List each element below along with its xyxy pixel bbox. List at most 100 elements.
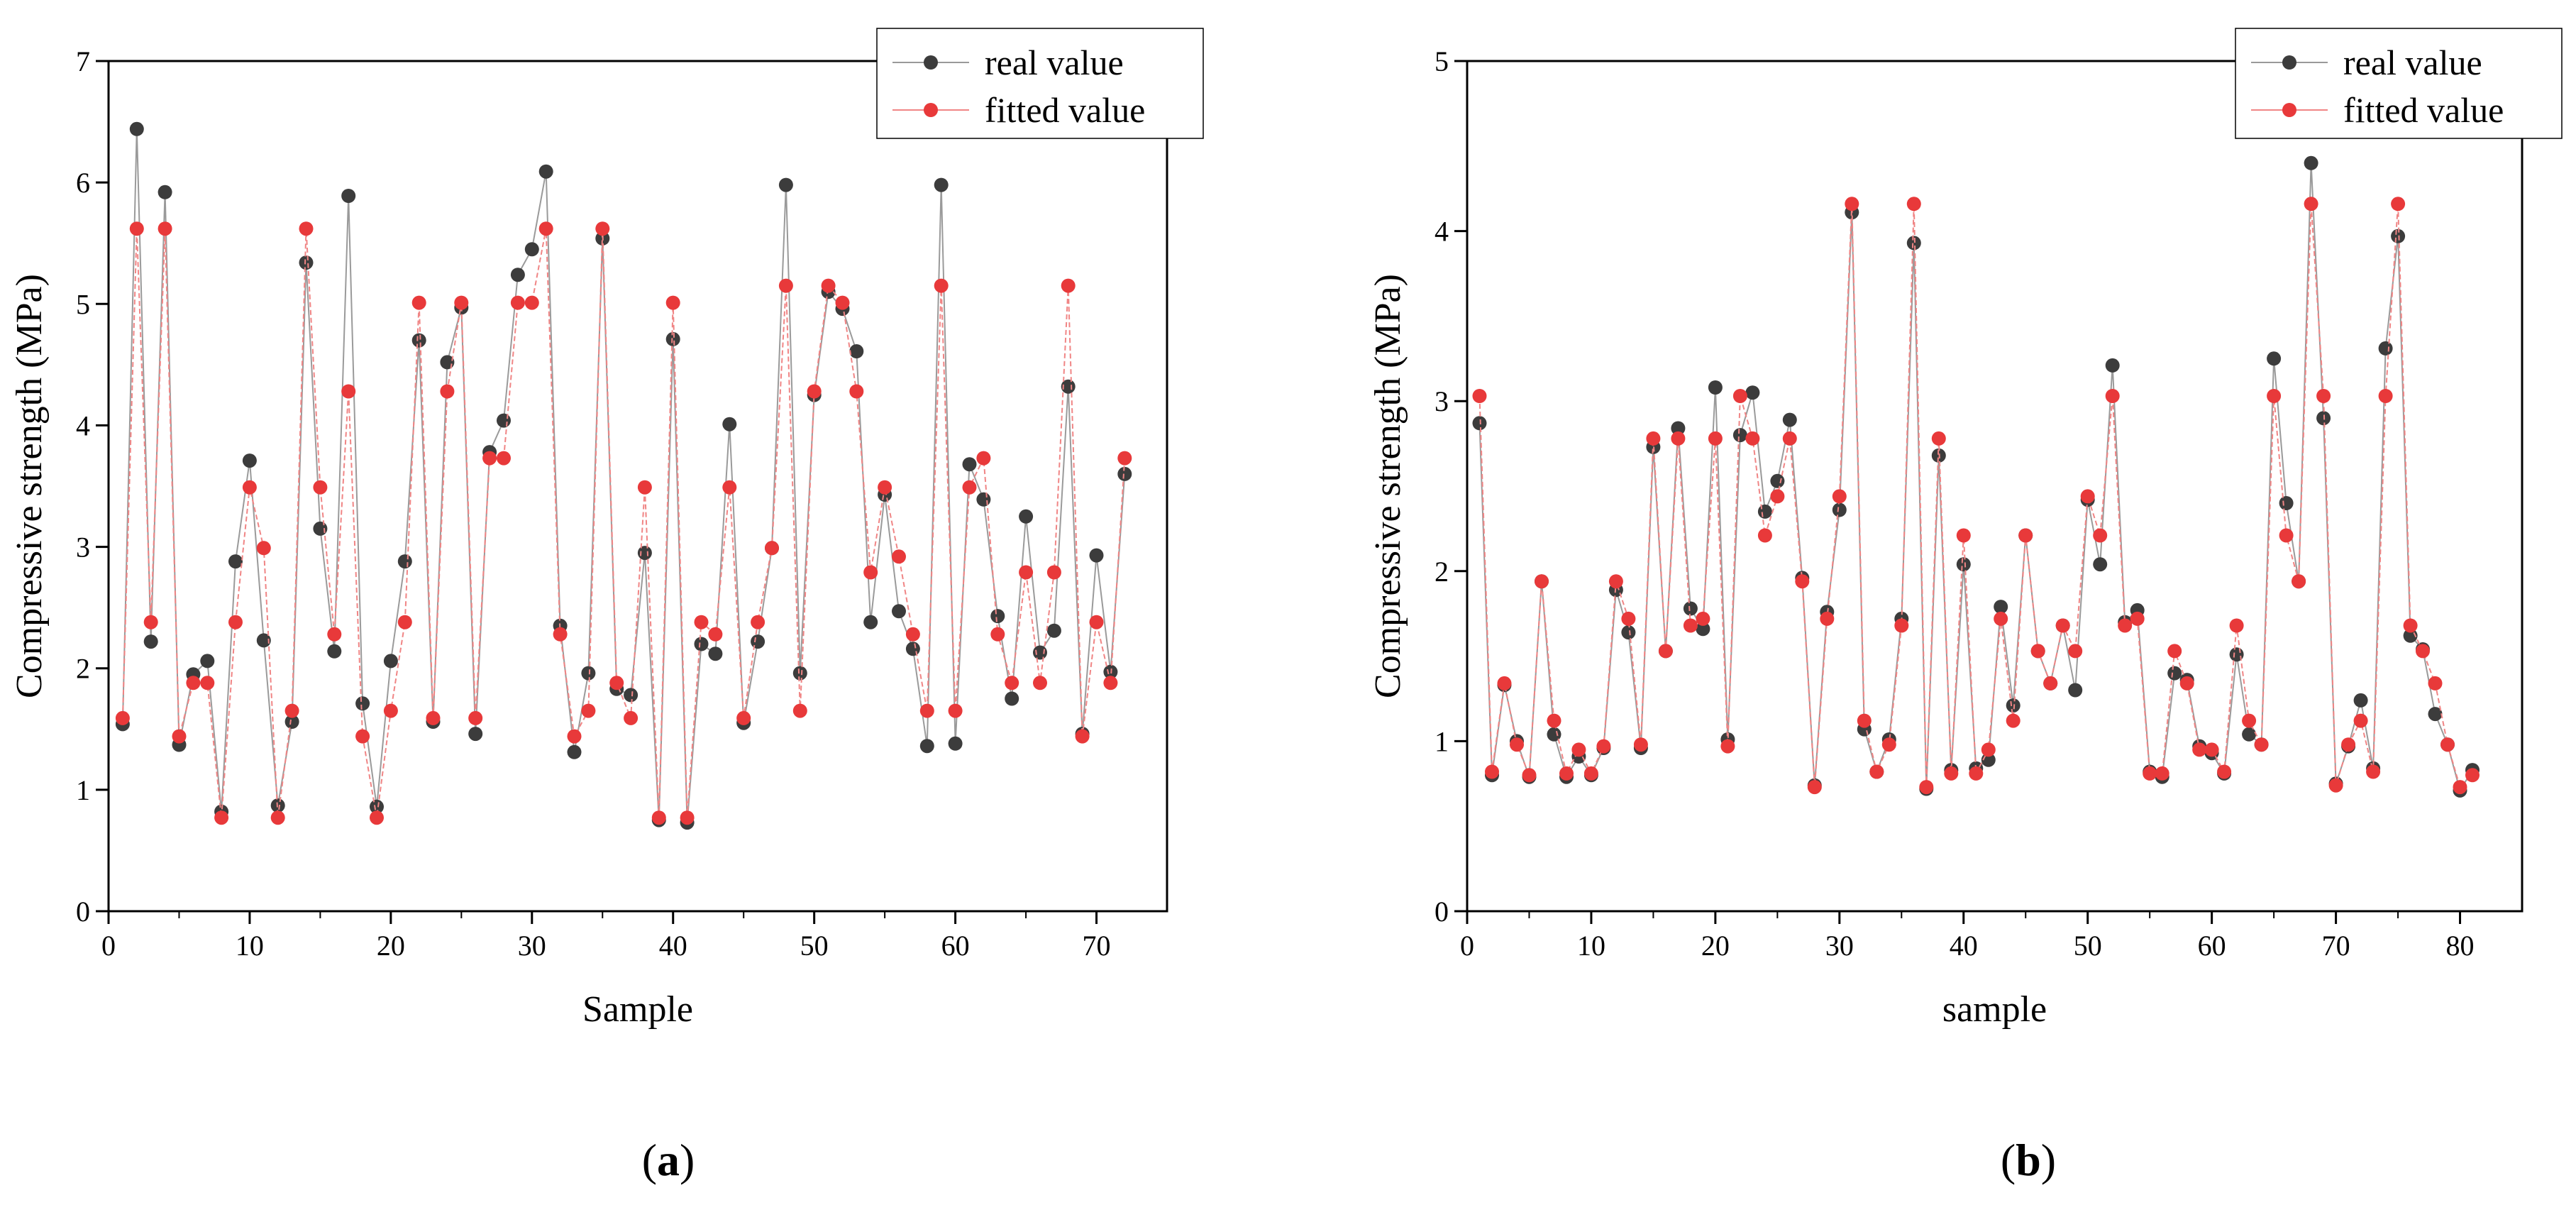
real-point: [497, 413, 511, 428]
real-point: [637, 546, 652, 561]
y-axis-ticks-b: 0 1 2 3 4 5: [1435, 45, 1467, 928]
real-point: [581, 666, 596, 681]
y-axis-label-a: Compressive strength (MPa): [9, 274, 50, 698]
fitted-point: [383, 703, 398, 718]
real-point: [370, 799, 384, 814]
fitted-point: [651, 810, 666, 825]
real-point: [2353, 693, 2368, 708]
fitted-point: [1696, 611, 1710, 626]
fitted-point: [411, 295, 426, 310]
real-point: [1547, 727, 1561, 742]
chart-panel-a: 0 1 2 3 4 5 6 7 0 10 20 30 40 50 60 70 Compressive str…: [9, 28, 1204, 1185]
x-tick-label: 10: [1577, 930, 1605, 962]
y-axis-label-b: Compressive strength (MPa): [1368, 274, 1408, 698]
fitted-point: [1857, 713, 1872, 728]
real-point: [1683, 601, 1698, 616]
real-point: [1089, 548, 1104, 563]
fitted-point: [2304, 197, 2318, 211]
legend-fitted-label-a: fitted value: [985, 90, 1145, 130]
fitted-point: [1683, 618, 1698, 633]
fitted-point: [1046, 565, 1061, 580]
real-point: [1005, 691, 1019, 706]
y-tick-label: 4: [76, 409, 90, 441]
real-point: [2391, 229, 2406, 243]
real-point: [157, 185, 172, 199]
fitted-point: [1075, 729, 1090, 744]
fitted-point: [2143, 766, 2157, 781]
fitted-point: [2416, 644, 2430, 659]
real-point: [567, 744, 582, 759]
legend-fitted-marker-b: [2282, 103, 2296, 117]
real-point: [397, 554, 412, 569]
fitted-point: [637, 480, 652, 495]
fitted-point: [299, 221, 314, 236]
real-point: [863, 615, 878, 629]
real-point: [624, 688, 639, 703]
real-point: [129, 121, 144, 136]
fitted-point: [624, 710, 639, 725]
fitted-point: [214, 810, 229, 825]
x-tick-label: 0: [101, 930, 116, 962]
fitted-point: [665, 295, 680, 310]
legend-b: real value fitted value: [2235, 28, 2563, 139]
fitted-point: [482, 451, 497, 466]
panel-label-a: (a): [642, 1135, 695, 1185]
fitted-point: [2118, 618, 2133, 633]
real-point: [2378, 341, 2393, 356]
x-tick-label: 50: [800, 930, 829, 962]
real-point: [2093, 557, 2108, 572]
real-point: [1046, 623, 1061, 638]
y-tick-label: 3: [76, 532, 90, 563]
real-point: [1019, 509, 1034, 524]
fitted-point: [115, 710, 130, 725]
fitted-point: [1745, 431, 1760, 446]
real-point: [1033, 645, 1047, 660]
panel-label-a-open: (: [642, 1135, 657, 1185]
real-point: [2304, 155, 2318, 170]
fitted-point: [440, 384, 455, 399]
fitted-point: [2155, 766, 2169, 781]
panel-label-a-close: ): [680, 1135, 695, 1185]
x-tick-label: 10: [236, 930, 264, 962]
real-point: [2428, 707, 2443, 722]
x-tick-label: 30: [518, 930, 546, 962]
fitted-point: [242, 480, 257, 495]
fitted-point: [1832, 489, 1847, 504]
real-point: [990, 609, 1005, 624]
fitted-point: [397, 615, 412, 629]
fitted-point: [2043, 676, 2058, 690]
fitted-point: [694, 615, 709, 629]
real-point: [1906, 236, 1921, 251]
fitted-point: [1646, 431, 1661, 446]
real-point: [948, 736, 963, 751]
fitted-point: [1633, 737, 1648, 752]
y-tick-label: 1: [1435, 725, 1449, 757]
fitted-point: [1621, 611, 1636, 626]
x-axis-ticks-a: 0 10 20 30 40 50 60 70: [101, 911, 1111, 962]
fitted-point: [807, 384, 822, 399]
fitted-point: [567, 729, 582, 744]
real-point: [341, 189, 356, 203]
legend-real-label-b: real value: [2343, 43, 2482, 82]
fitted-point: [1881, 737, 1896, 752]
real-point: [778, 177, 793, 192]
real-point: [299, 255, 314, 270]
fitted-point: [792, 703, 807, 718]
x-tick-label: 50: [2074, 930, 2102, 962]
fitted-point: [581, 703, 596, 718]
fitted-point: [1994, 611, 2008, 626]
panel-label-b-open: (: [2001, 1135, 2016, 1185]
real-point: [327, 644, 342, 659]
fitted-point: [1608, 574, 1623, 589]
real-point: [1994, 600, 2008, 615]
fitted-point: [976, 451, 991, 466]
x-axis-label-a: Sample: [582, 989, 693, 1030]
panel-label-b-letter: b: [2016, 1135, 2041, 1185]
fitted-point: [2030, 644, 2045, 659]
fitted-point: [849, 384, 864, 399]
fitted-point: [2080, 489, 2095, 504]
fitted-point: [1795, 574, 1810, 589]
real-point: [2105, 358, 2120, 373]
fitted-point: [1757, 528, 1772, 543]
